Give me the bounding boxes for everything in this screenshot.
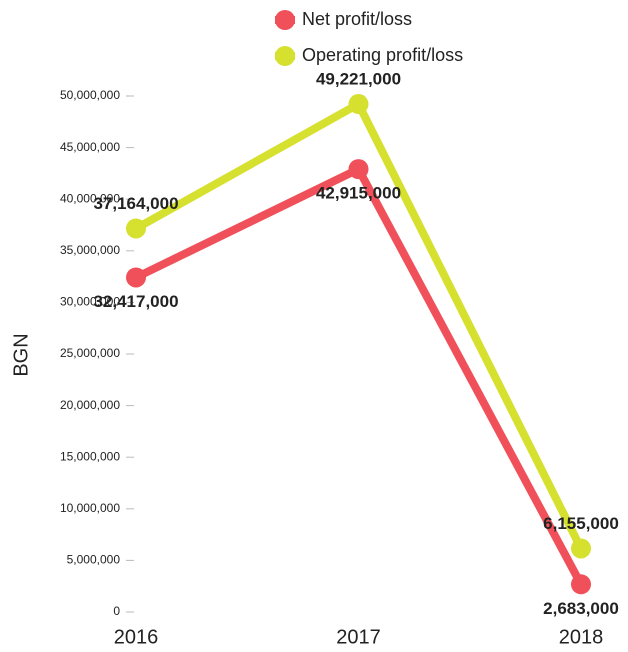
y-tick-label: 50,000,000 — [60, 88, 120, 102]
legend-label: Net profit/loss — [302, 9, 412, 29]
data-label: 42,915,000 — [316, 184, 401, 203]
y-tick-label: 20,000,000 — [60, 398, 120, 412]
data-label: 37,164,000 — [93, 194, 178, 213]
y-tick-label: 25,000,000 — [60, 346, 120, 360]
data-label: 49,221,000 — [316, 70, 401, 89]
legend-marker — [275, 52, 295, 60]
data-point — [126, 218, 146, 239]
data-point — [571, 538, 591, 559]
y-tick-label: 30,000,000 — [60, 295, 120, 309]
y-tick-label: 35,000,000 — [60, 243, 120, 257]
data-label: 6,155,000 — [543, 514, 619, 533]
legend-marker — [275, 16, 295, 24]
y-tick-label: 0 — [113, 604, 120, 618]
data-point — [348, 94, 369, 115]
x-tick-label: 2016 — [114, 626, 159, 648]
data-point — [126, 267, 146, 288]
y-tick-label: 15,000,000 — [60, 449, 120, 463]
y-tick-label: 45,000,000 — [60, 140, 120, 154]
x-tick-label: 2017 — [336, 626, 381, 648]
series-line — [134, 165, 585, 587]
y-axis-label: BGN — [10, 333, 32, 376]
data-label: 2,683,000 — [543, 599, 619, 618]
legend-label: Operating profit/loss — [302, 45, 463, 65]
y-tick-label: 5,000,000 — [67, 553, 121, 567]
data-point — [571, 574, 591, 595]
x-tick-label: 2018 — [559, 626, 604, 648]
data-label: 32,417,000 — [93, 292, 178, 311]
data-point — [348, 159, 369, 180]
y-tick-label: 40,000,000 — [60, 191, 120, 205]
y-tick-label: 10,000,000 — [60, 501, 120, 515]
